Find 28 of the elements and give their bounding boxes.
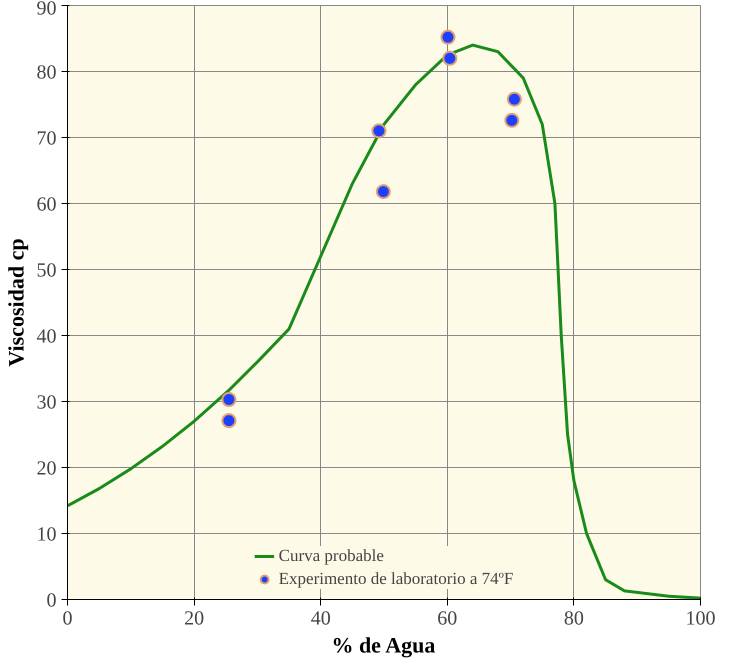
- point: [221, 392, 236, 408]
- point: [221, 413, 236, 428]
- y-axis-title: Viscosidad cp: [4, 238, 28, 367]
- x-tick-label: 60: [437, 608, 458, 630]
- y-tick-label: 20: [36, 458, 56, 480]
- y-tick-label: 10: [36, 524, 56, 546]
- y-tick-label: 60: [36, 194, 56, 216]
- y-tick-label: 80: [36, 62, 56, 84]
- point: [371, 123, 386, 138]
- y-tick-label: 40: [36, 326, 56, 348]
- legend-label: Curva probable: [278, 546, 384, 566]
- y-tick-label: 50: [36, 260, 56, 282]
- x-axis-title: % de Agua: [331, 632, 436, 658]
- point: [506, 92, 522, 107]
- y-tick-label: 0: [46, 590, 56, 612]
- point: [440, 30, 456, 45]
- point: [442, 50, 458, 66]
- point: [376, 184, 391, 200]
- legend-label: Experimento de laboratorio a 74ºF: [278, 569, 514, 589]
- point: [504, 112, 520, 128]
- y-tick-label: 70: [36, 128, 56, 150]
- y-tick-label: 90: [36, 0, 56, 20]
- x-tick-label: 80: [564, 608, 584, 630]
- x-tick-label: 100: [686, 608, 716, 630]
- x-tick-label: 0: [62, 608, 72, 630]
- x-tick-label: 20: [184, 608, 204, 630]
- y-tick-label: 30: [36, 392, 56, 414]
- x-tick-label: 40: [310, 608, 331, 630]
